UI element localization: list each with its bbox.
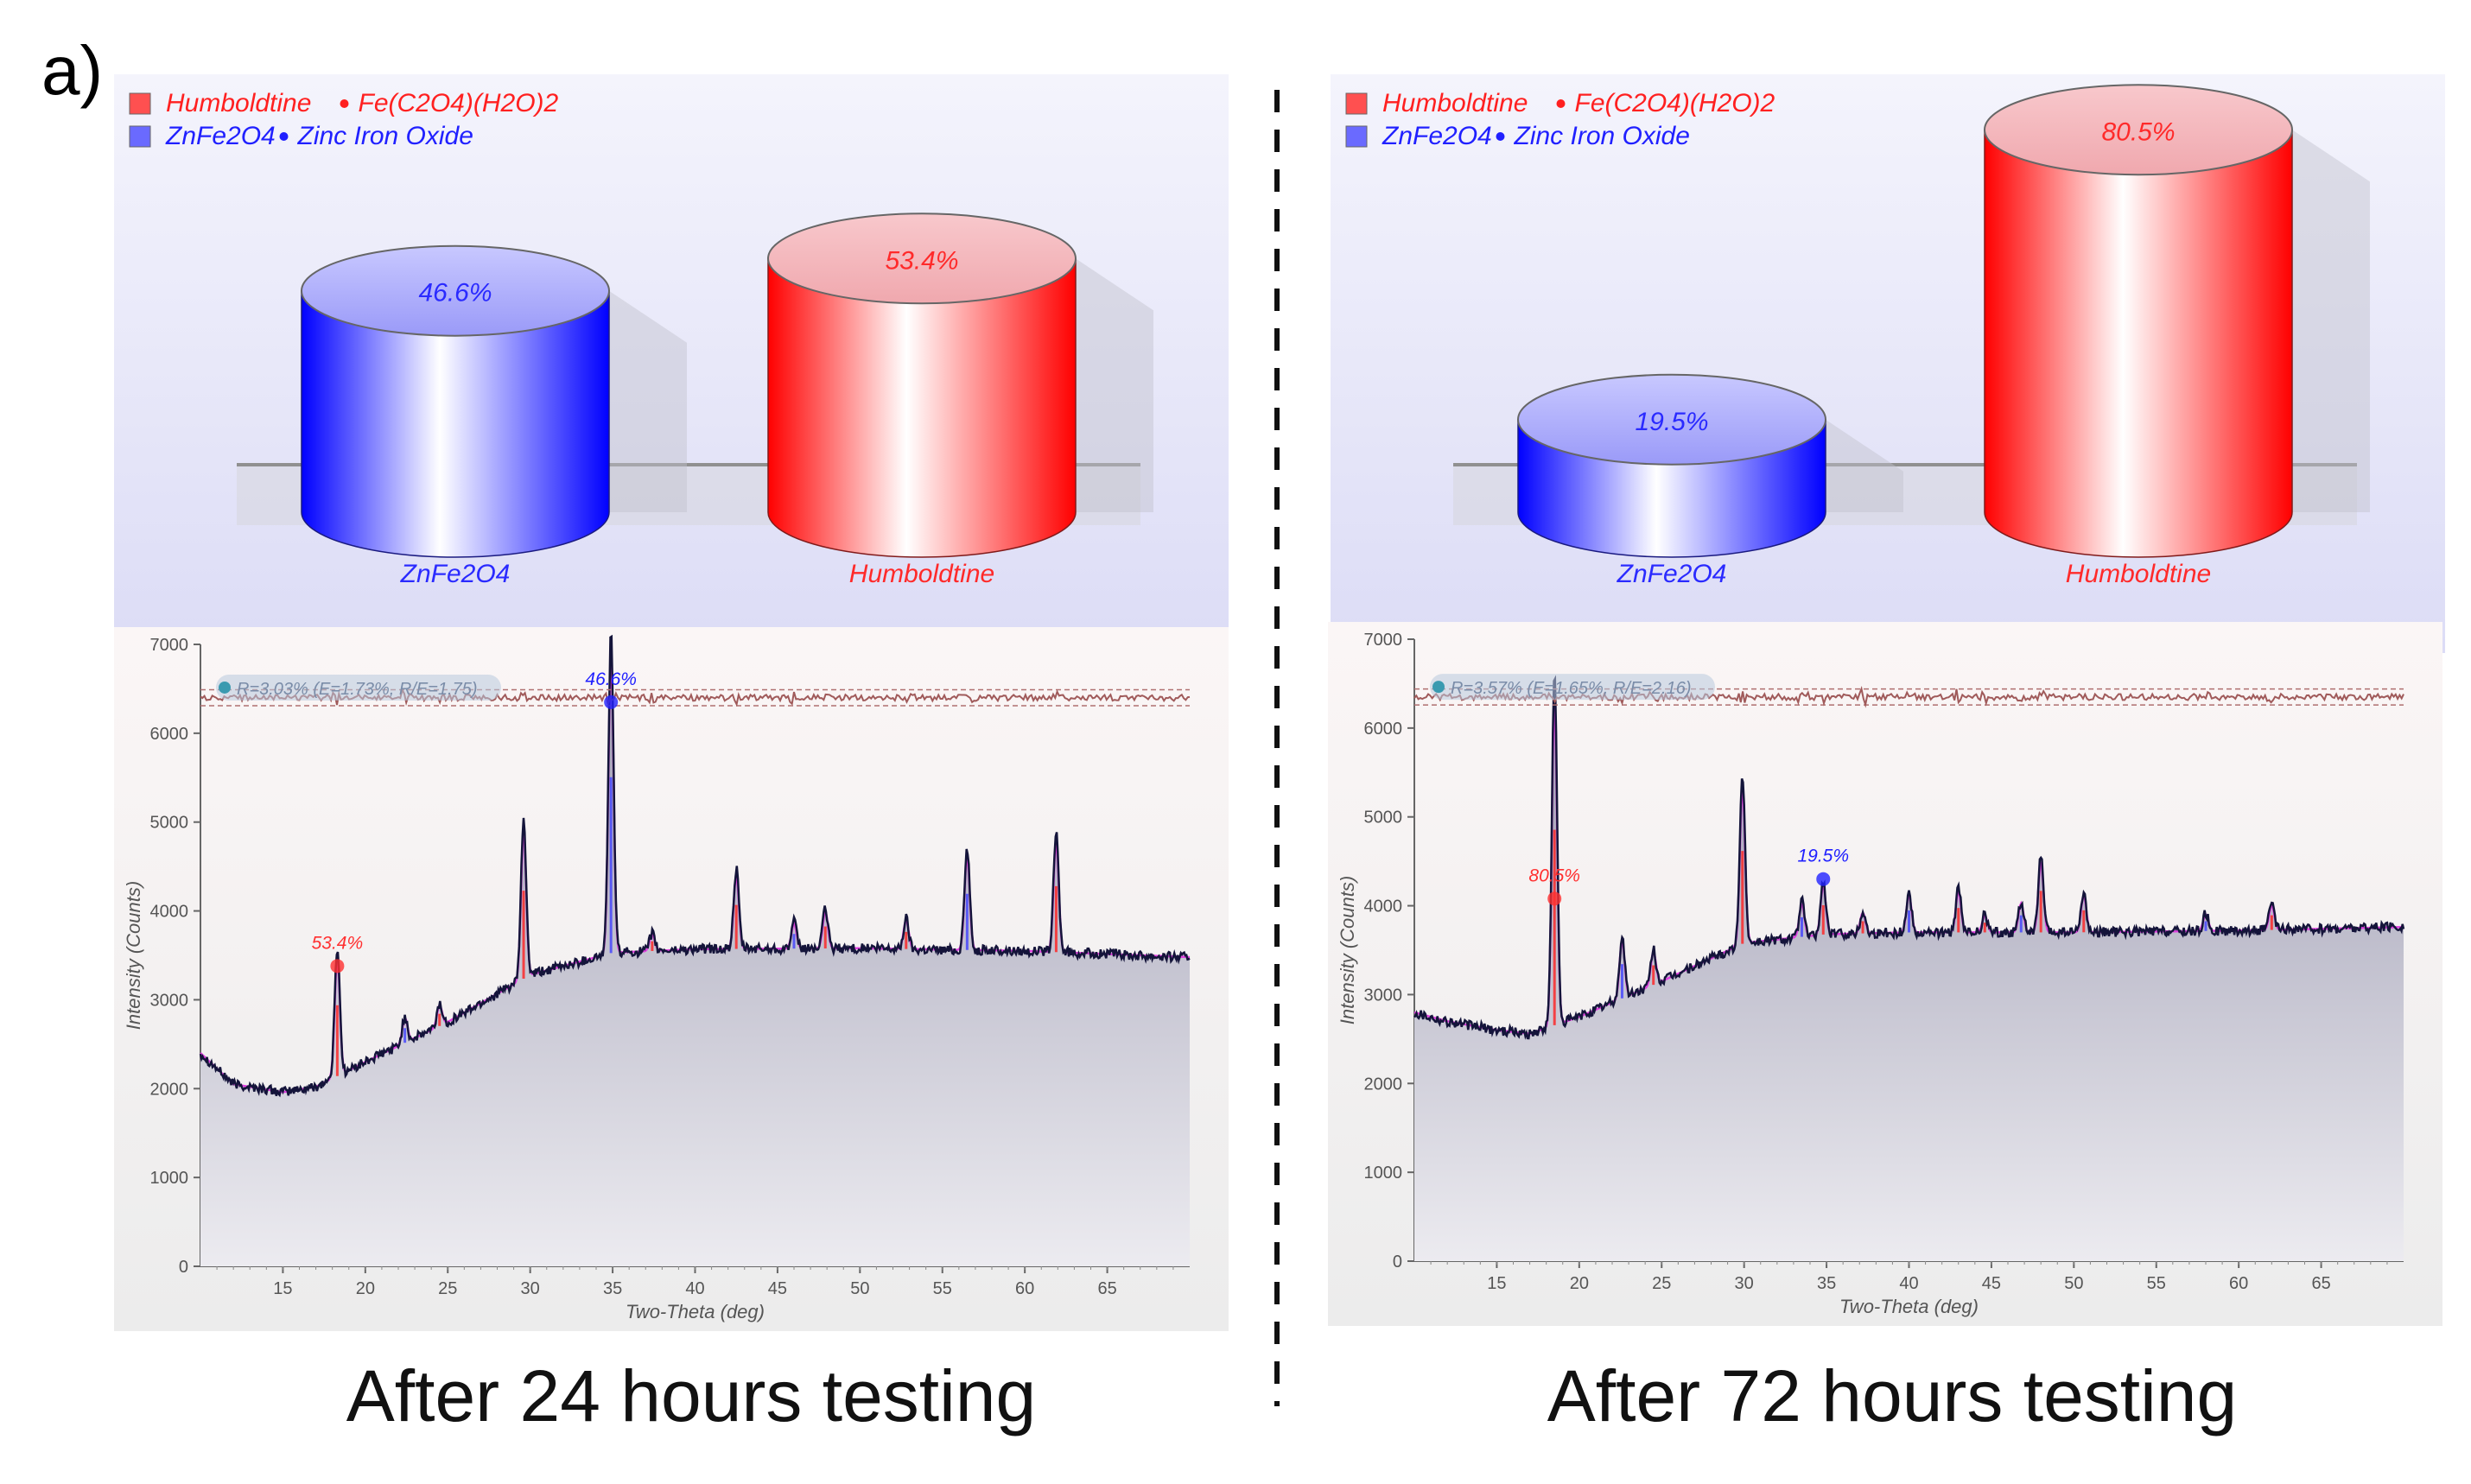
phase-marker-label: 80.5%: [1528, 866, 1580, 885]
phase-marker: [330, 959, 345, 973]
observed-fill: [1414, 679, 2404, 1261]
y-tick-label: 1000: [1364, 1164, 1403, 1183]
legend-formula: Zinc Iron Oxide: [1514, 122, 1690, 150]
y-tick-label: 4000: [1364, 897, 1403, 916]
observed-pattern-line: [199, 634, 1191, 1098]
x-tick-label: 40: [1899, 1274, 1918, 1293]
x-tick-label: 15: [1487, 1274, 1506, 1293]
x-tick-label: 30: [521, 1279, 540, 1298]
fit-label: R=3.03% (E=1.73%, R/E=1.75): [237, 680, 478, 699]
legend-formula: Fe(C2O4)(H2O)2: [359, 89, 559, 117]
x-tick-label: 40: [685, 1279, 704, 1298]
cylinder-shadow: [2292, 130, 2370, 512]
cylinder-value-label: 80.5%: [2101, 117, 2175, 146]
caption-right: After 72 hours testing: [1547, 1355, 2238, 1436]
legend-bullet: [1556, 99, 1566, 108]
cylinder-side: [1984, 129, 2293, 558]
caption-left: After 24 hours testing: [346, 1355, 1037, 1436]
x-tick-label: 35: [1817, 1274, 1836, 1293]
y-tick-label: 3000: [1364, 986, 1403, 1005]
cylinder-top: [1984, 84, 2293, 176]
phase-marker: [1547, 891, 1562, 906]
cylinder-top: [1517, 373, 1826, 466]
legend-name: Humboldtine: [1382, 89, 1528, 117]
x-tick-label: 45: [768, 1279, 787, 1298]
y-tick-label: 3000: [150, 991, 189, 1010]
legend-bullet: [340, 99, 349, 108]
x-tick-label: 60: [1015, 1279, 1034, 1298]
legend-name: ZnFe2O4: [1382, 122, 1492, 150]
cylinder-top: [767, 212, 1077, 305]
observed-pattern-line: [1413, 675, 2405, 1040]
cylinder-top: [301, 244, 610, 337]
x-tick-label: 25: [1652, 1274, 1671, 1293]
x-tick-label: 30: [1735, 1274, 1754, 1293]
cylinder-shadow: [1076, 258, 1153, 512]
y-tick-label: 4000: [150, 903, 189, 922]
y-tick-label: 7000: [150, 636, 189, 655]
x-tick-label: 35: [603, 1279, 622, 1298]
legend-name: Humboldtine: [166, 89, 311, 117]
legend-bullet: [279, 132, 289, 141]
x-tick-label: 20: [1570, 1274, 1589, 1293]
fit-label: R=3.57% (E=1.65%, R/E=2.16): [1451, 679, 1692, 698]
x-tick-label: 55: [2147, 1274, 2166, 1293]
x-tick-label: 20: [356, 1279, 375, 1298]
y-tick-label: 5000: [150, 814, 189, 833]
y-tick-label: 5000: [1364, 809, 1403, 828]
x-axis-label: Two-Theta (deg): [1839, 1296, 1979, 1317]
legend-swatch: [129, 92, 151, 115]
y-tick-label: 2000: [150, 1080, 189, 1099]
phase-marker: [604, 694, 619, 709]
y-tick-label: 7000: [1364, 631, 1403, 650]
y-tick-label: 2000: [1364, 1075, 1403, 1094]
x-tick-label: 15: [273, 1279, 292, 1298]
panel-label: a): [41, 32, 104, 109]
x-tick-label: 55: [933, 1279, 952, 1298]
fit-label-dot: [1432, 681, 1445, 694]
legend-swatch: [129, 125, 151, 148]
legend-formula: Zinc Iron Oxide: [297, 122, 473, 150]
y-tick-label: 6000: [1364, 720, 1403, 739]
cylinder-side: [301, 289, 610, 558]
x-tick-label: 65: [1097, 1279, 1116, 1298]
x-tick-label: 50: [850, 1279, 869, 1298]
x-tick-label: 50: [2064, 1274, 2083, 1293]
legend-bullet: [1496, 132, 1505, 141]
legend-swatch: [1345, 125, 1368, 148]
fit-label-pill: [1430, 674, 1715, 701]
cylinder-side: [767, 257, 1077, 558]
y-tick-label: 0: [1393, 1253, 1402, 1272]
category-label: ZnFe2O4: [400, 560, 511, 588]
phase-marker-label: 19.5%: [1797, 847, 1849, 866]
x-tick-label: 25: [438, 1279, 457, 1298]
category-label: Humboldtine: [849, 560, 994, 588]
y-tick-label: 1000: [150, 1169, 189, 1188]
y-axis-label: Intensity (Counts): [1337, 876, 1358, 1024]
phase-marker: [1816, 872, 1831, 886]
y-tick-label: 0: [179, 1258, 188, 1277]
x-tick-label: 45: [1982, 1274, 2001, 1293]
legend-name: ZnFe2O4: [165, 122, 276, 150]
cylinder-shadow: [1826, 419, 1903, 512]
legend-swatch: [1345, 92, 1368, 115]
fit-label-dot: [219, 681, 231, 694]
cylinder-value-label: 19.5%: [1635, 408, 1708, 436]
x-tick-label: 65: [2311, 1274, 2330, 1293]
x-axis-label: Two-Theta (deg): [626, 1301, 765, 1322]
cylinder-value-label: 53.4%: [885, 246, 958, 275]
phase-marker-label: 53.4%: [312, 933, 364, 953]
fit-label-pill: [216, 674, 501, 701]
cylinder-value-label: 46.6%: [418, 279, 492, 308]
y-tick-label: 6000: [150, 725, 189, 744]
legend-formula: Fe(C2O4)(H2O)2: [1575, 89, 1775, 117]
category-label: ZnFe2O4: [1617, 560, 1727, 588]
y-axis-label: Intensity (Counts): [123, 881, 144, 1030]
phase-marker-label: 46.6%: [585, 669, 637, 689]
x-tick-label: 60: [2229, 1274, 2248, 1293]
category-label: Humboldtine: [2066, 560, 2211, 588]
cylinder-shadow: [609, 290, 687, 512]
